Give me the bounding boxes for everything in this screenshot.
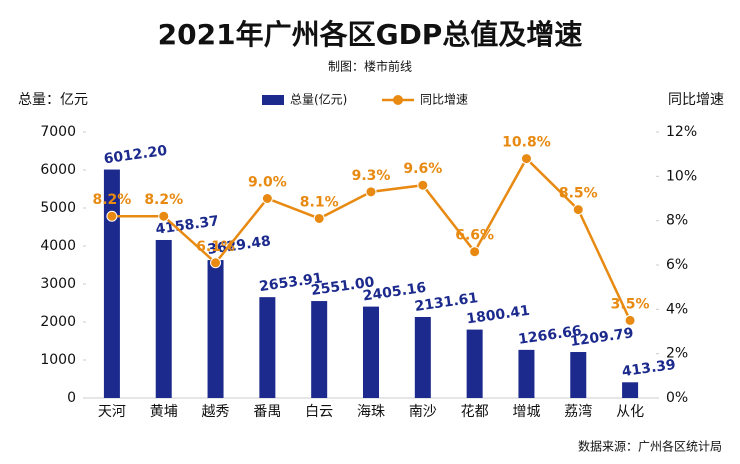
x-tick-label: 南沙	[409, 404, 437, 420]
bar	[207, 260, 224, 398]
bar	[103, 169, 120, 398]
x-tick-label: 番禺	[253, 404, 281, 420]
bar	[363, 306, 379, 398]
x-tick-label: 荔湾	[564, 403, 592, 420]
bar	[466, 329, 483, 398]
line-marker	[624, 314, 636, 326]
line-marker	[106, 210, 118, 222]
line-value-label: 6.6%	[455, 228, 494, 244]
y-tick-label: 6000	[40, 162, 76, 178]
x-tick-label: 海珠	[357, 404, 385, 420]
source-note: 数据来源：广州各区统计局	[578, 439, 722, 454]
line-value-label: 9.3%	[352, 168, 391, 184]
chart-title: 2021年广州各区GDP总值及增速	[158, 18, 583, 51]
y2-tick-label: 10%	[666, 168, 697, 184]
y2-tick-label: 4%	[666, 301, 688, 317]
y2-tick-label: 8%	[666, 213, 688, 229]
y-axis-label: 总量：亿元	[18, 92, 88, 108]
line-marker	[417, 179, 429, 191]
bar	[622, 382, 639, 398]
bar	[414, 316, 431, 398]
line-value-label: 3.5%	[611, 296, 650, 312]
bar	[311, 301, 328, 398]
y-tick-label: 0	[67, 390, 76, 406]
line-value-label: 9.0%	[248, 175, 287, 191]
line-marker	[261, 193, 273, 204]
y2-tick-label: 0%	[666, 390, 688, 406]
bar-value-label: 6012.20	[103, 143, 169, 168]
chart-subtitle: 制图：楼市前线	[328, 59, 412, 74]
x-tick-label: 从化	[616, 404, 644, 420]
y-tick-label: 4000	[40, 238, 76, 254]
x-tick-label: 黄埔	[150, 403, 178, 420]
line-value-label: 8.5%	[559, 186, 598, 202]
line-marker	[572, 204, 584, 216]
legend-label: 同比增速	[420, 93, 468, 107]
x-tick-label: 白云	[305, 404, 333, 420]
bar	[259, 297, 276, 398]
line-marker	[313, 212, 325, 224]
y-tick-label: 2000	[40, 314, 76, 330]
line-marker	[469, 246, 481, 258]
y-tick-label: 3000	[40, 276, 76, 292]
bar-value-label: 413.39	[621, 357, 677, 380]
bar	[155, 239, 172, 398]
y2-axis-label: 同比增速	[668, 92, 724, 108]
y2-tick-label: 12%	[666, 124, 697, 140]
legend-label: 总量(亿元)	[290, 92, 347, 107]
bar	[570, 352, 587, 398]
line-value-label: 10.8%	[502, 135, 551, 151]
y-tick-label: 5000	[40, 200, 76, 216]
line-value-label: 9.6%	[403, 161, 442, 177]
x-tick-label: 增城	[512, 404, 540, 420]
line-marker	[210, 257, 222, 269]
legend-swatch	[262, 95, 284, 105]
line-value-label: 6.1%	[196, 239, 235, 255]
y-tick-label: 1000	[40, 352, 76, 368]
line-marker	[158, 210, 170, 222]
x-tick-label: 越秀	[202, 404, 230, 420]
line-marker	[365, 186, 377, 198]
line-marker	[520, 153, 532, 165]
y-tick-label: 7000	[40, 124, 76, 140]
x-tick-label: 天河	[98, 404, 126, 420]
y2-tick-label: 6%	[666, 257, 688, 273]
y2-tick-label: 2%	[666, 346, 688, 362]
line-value-label: 8.2%	[144, 192, 183, 208]
bar	[518, 349, 535, 398]
line-value-label: 8.1%	[300, 194, 339, 210]
line-value-label: 8.2%	[92, 192, 131, 208]
x-tick-label: 花都	[461, 404, 489, 420]
legend-swatch-marker	[393, 95, 403, 105]
